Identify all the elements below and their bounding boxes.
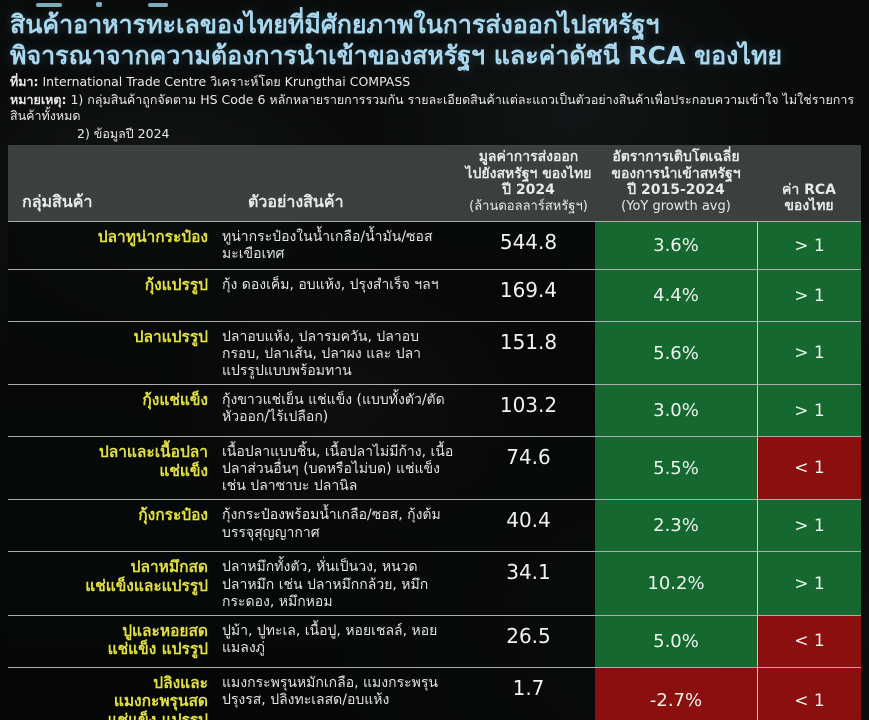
product-group: ปลาทูน่ากระป๋อง (97, 228, 208, 246)
export-value: 40.4 (506, 508, 551, 533)
product-group: กุ้งกระป๋อง (138, 506, 208, 525)
export-value: 544.8 (499, 230, 558, 254)
growth-value: 4.4% (653, 285, 699, 306)
growth-value: 3.6% (653, 235, 699, 256)
product-examples: ปูม้า, ปูทะเล, เนื้อปู, หอยเชลล์, หอยแมล… (222, 622, 438, 656)
note-line-2: 2) ข้อมูลปี 2024 (77, 125, 170, 141)
product-examples: ทูน่ากระป๋องในน้ำเกลือ/น้ำมัน/ซอสมะเขือเ… (222, 229, 433, 263)
growth-cell: 3.6% (595, 222, 757, 269)
growth-value: 2.3% (653, 515, 699, 537)
export-value: 34.1 (506, 560, 551, 585)
table-header-row: กลุ่มสินค้า ตัวอย่างสินค้า มูลค่าการส่งอ… (8, 145, 861, 221)
source-line: ที่มา: International Trade Centre วิเครา… (10, 74, 855, 89)
product-examples: กุ้ง ดองเค็ม, อบแห้ง, ปรุงสำเร็จ ฯลฯ (222, 277, 439, 293)
product-group: กุ้งแปรรูป (144, 276, 208, 294)
column-header-rca: ค่า RCA ของไทย (757, 145, 861, 221)
rca-value: < 1 (794, 631, 825, 652)
table-row-canned-tuna: ปลาทูน่ากระป๋อง ทูน่ากระป๋องในน้ำเกลือ/น… (8, 221, 861, 269)
table-row-frozen-fish-meat: ปลาและเนื้อปลา แช่แข็ง เนื้อปลาแบบชิ้น, … (8, 436, 861, 500)
product-examples: กุ้งขาวแช่เย็น แช่แข็ง (แบบทั้งตัว/ตัดหั… (222, 392, 445, 426)
rca-cell: > 1 (757, 270, 861, 321)
column-header-examples: ตัวอย่างสินค้า (248, 192, 344, 211)
rca-value: > 1 (794, 400, 825, 421)
page-title-line2: พิจารณาจากความต้องการนำเข้าของสหรัฐฯ และ… (10, 40, 783, 70)
header: สินค้าอาหารทะเลของไทยที่มีศักยภาพในการส่… (0, 0, 869, 141)
export-header-main: มูลค่าการส่งออก ไปยังสหรัฐฯ ของไทย ปี 20… (465, 149, 592, 199)
growth-cell: 2.3% (595, 500, 757, 552)
table-row-sea-cucumber-jellyfish: ปลิงและ แมงกะพรุนสด แช่แข็ง แปรรูป แมงกร… (8, 666, 861, 720)
rca-cell: < 1 (757, 615, 861, 667)
cropped-text-fragment (96, 2, 102, 7)
growth-value: 5.5% (653, 457, 699, 479)
note-text-1: 1) กลุ่มสินค้าถูกจัดตาม HS Code 6 หลักหล… (10, 92, 855, 123)
cropped-text-fragment (36, 3, 62, 7)
export-value: 74.6 (506, 445, 551, 470)
export-value: 1.7 (512, 675, 545, 700)
table-row-canned-shrimp: กุ้งกระป๋อง กุ้งกระป๋องพร้อมน้ำเกลือ/ซอส… (8, 499, 861, 552)
product-group: ปูและหอยสด แช่แข็ง แปรรูป (107, 621, 208, 659)
growth-cell: 5.6% (595, 322, 757, 385)
table-row-squid: ปลาหมึกสด แช่แข็งและแปรรูป ปลาหมึกทั้งตั… (8, 551, 861, 615)
growth-cell: 10.2% (595, 552, 757, 615)
growth-value: 5.6% (653, 342, 699, 364)
growth-header-unit: (YoY growth avg) (621, 198, 731, 214)
product-examples: เนื้อปลาแบบชิ้น, เนื้อปลาไม่มีก้าง, เนื้… (222, 444, 454, 495)
rca-value: > 1 (794, 573, 825, 594)
rca-value: < 1 (794, 458, 825, 479)
growth-value: 5.0% (653, 630, 699, 652)
table-row-frozen-shrimp: กุ้งแช่แข็ง กุ้งขาวแช่เย็น แช่แข็ง (แบบท… (8, 384, 861, 437)
growth-cell: 5.5% (595, 437, 757, 500)
growth-cell: 5.0% (595, 615, 757, 667)
product-group: ปลาแปรรูป (133, 328, 208, 346)
export-value: 26.5 (506, 623, 551, 648)
growth-cell: -2.7% (595, 667, 757, 720)
data-table: กลุ่มสินค้า ตัวอย่างสินค้า มูลค่าการส่งอ… (8, 145, 861, 720)
source-text: International Trade Centre วิเคราะห์โดย … (42, 74, 411, 89)
rca-cell: > 1 (757, 322, 861, 385)
note-line-1: หมายเหตุ: 1) กลุ่มสินค้าถูกจัดตาม HS Cod… (10, 92, 855, 123)
product-examples: กุ้งกระป๋องพร้อมน้ำเกลือ/ซอส, กุ้งต้มบรร… (222, 507, 441, 541)
product-examples: ปลาอบแห้ง, ปลารมควัน, ปลาอบกรอบ, ปลาเส้น… (222, 329, 422, 380)
product-group: กุ้งแช่แข็ง (142, 391, 208, 410)
rca-value: > 1 (794, 285, 825, 306)
growth-header-main: อัตราการเติบโตเฉลี่ย ของการนำเข้าสหรัฐฯ … (611, 149, 741, 199)
rca-cell: > 1 (757, 500, 861, 552)
product-examples: ปลาหมึกทั้งตัว, หั่นเป็นวง, หนวดปลาหมึก … (222, 559, 429, 610)
product-examples: แมงกระพรุนหมักเกลือ, แมงกระพรุนปรุงรส, ป… (222, 674, 438, 708)
column-header-export-value: มูลค่าการส่งออก ไปยังสหรัฐฯ ของไทย ปี 20… (462, 145, 595, 221)
table-row-processed-shrimp: กุ้งแปรรูป กุ้ง ดองเค็ม, อบแห้ง, ปรุงสำเ… (8, 269, 861, 321)
rca-value: < 1 (794, 690, 825, 711)
product-group: ปลาหมึกสด แช่แข็งและแปรรูป (85, 558, 208, 596)
rca-cell: > 1 (757, 222, 861, 269)
product-group: ปลาและเนื้อปลา แช่แข็ง (98, 443, 208, 480)
column-header-group: กลุ่มสินค้า (22, 192, 93, 211)
page-title-line1: สินค้าอาหารทะเลของไทยที่มีศักยภาพในการส่… (10, 10, 660, 39)
rca-header-main: ค่า RCA ของไทย (782, 181, 836, 215)
source-label: ที่มา: (10, 74, 39, 89)
rca-value: > 1 (794, 235, 825, 256)
rca-cell: > 1 (757, 552, 861, 615)
rca-value: > 1 (794, 343, 825, 364)
export-value: 169.4 (499, 278, 558, 302)
export-value: 103.2 (499, 393, 558, 418)
rca-value: > 1 (794, 515, 825, 536)
growth-value: 3.0% (653, 400, 699, 422)
growth-cell: 4.4% (595, 270, 757, 321)
note-label: หมายเหตุ: (10, 92, 67, 108)
table-row-crab-shellfish: ปูและหอยสด แช่แข็ง แปรรูป ปูม้า, ปูทะเล,… (8, 614, 861, 667)
export-value: 151.8 (499, 330, 558, 354)
column-header-growth: อัตราการเติบโตเฉลี่ย ของการนำเข้าสหรัฐฯ … (595, 145, 757, 221)
growth-cell: 3.0% (595, 385, 757, 437)
cropped-text-fragment (148, 3, 168, 7)
export-header-unit: (ล้านดอลลาร์สหรัฐฯ) (469, 198, 588, 214)
growth-value: -2.7% (649, 690, 703, 712)
product-group: ปลิงและ แมงกะพรุนสด แช่แข็ง แปรรูป (107, 673, 208, 720)
rca-cell: > 1 (757, 385, 861, 437)
rca-cell: < 1 (757, 667, 861, 720)
table-row-processed-fish: ปลาแปรรูป ปลาอบแห้ง, ปลารมควัน, ปลาอบกรอ… (8, 321, 861, 385)
growth-value: 10.2% (647, 573, 705, 595)
rca-cell: < 1 (757, 437, 861, 500)
